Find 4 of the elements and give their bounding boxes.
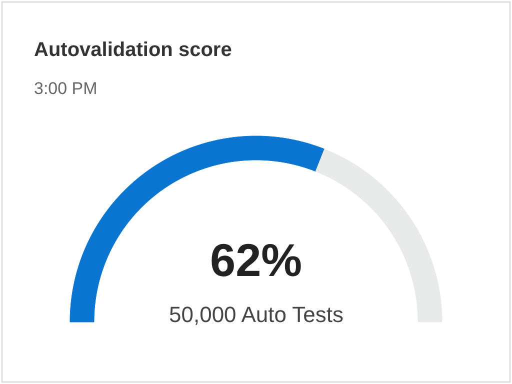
text: 50,000 Auto Tests (169, 302, 344, 327)
data-label: 62% (210, 234, 302, 286)
chart-title: Autovalidation score (34, 39, 232, 61)
chart-subtitle: 3:00 PM (34, 79, 98, 98)
